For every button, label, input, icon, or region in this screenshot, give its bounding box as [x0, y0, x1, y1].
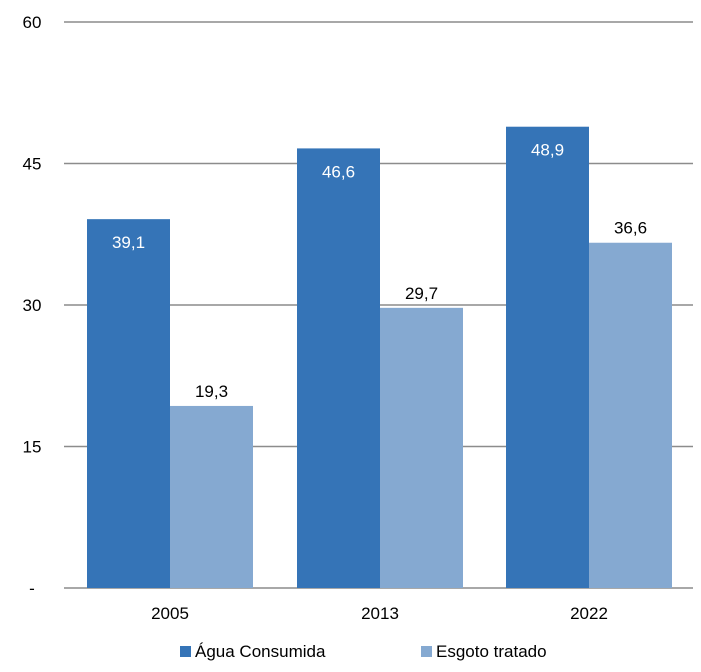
legend: Água Consumida Esgoto tratado	[180, 642, 547, 661]
x-tick-label: 2022	[570, 604, 608, 623]
y-tick-label: 45	[23, 155, 42, 174]
data-label: 39,1	[112, 233, 145, 252]
data-label: 36,6	[614, 219, 647, 238]
bar-esgoto-tratado-2022	[589, 242, 672, 589]
y-axis-tick-labels: - 15 30 45 60	[23, 13, 42, 598]
bar-agua-consumida-2022	[506, 126, 589, 589]
legend-swatch	[180, 646, 191, 657]
y-tick-label: -	[29, 579, 35, 598]
bar-esgoto-tratado-2013	[380, 307, 463, 588]
data-label: 46,6	[322, 162, 355, 181]
data-label: 48,9	[531, 141, 564, 160]
bar-agua-consumida-2013	[297, 148, 380, 588]
bar-esgoto-tratado-2005	[170, 405, 253, 588]
y-tick-label: 30	[23, 296, 42, 315]
y-tick-label: 15	[23, 438, 42, 457]
x-tick-label: 2013	[361, 604, 399, 623]
data-labels: 39,1 19,3 46,6 29,7 48,9 36,6	[112, 141, 647, 401]
x-axis-tick-labels: 2005 2013 2022	[151, 604, 608, 623]
legend-swatch	[421, 646, 432, 657]
y-tick-label: 60	[23, 13, 42, 32]
data-label: 19,3	[195, 382, 228, 401]
bar-agua-consumida-2005	[87, 219, 170, 588]
legend-label: Água Consumida	[195, 642, 326, 661]
bars	[87, 126, 672, 589]
data-label: 29,7	[405, 284, 438, 303]
x-tick-label: 2005	[151, 604, 189, 623]
legend-label: Esgoto tratado	[436, 642, 547, 661]
